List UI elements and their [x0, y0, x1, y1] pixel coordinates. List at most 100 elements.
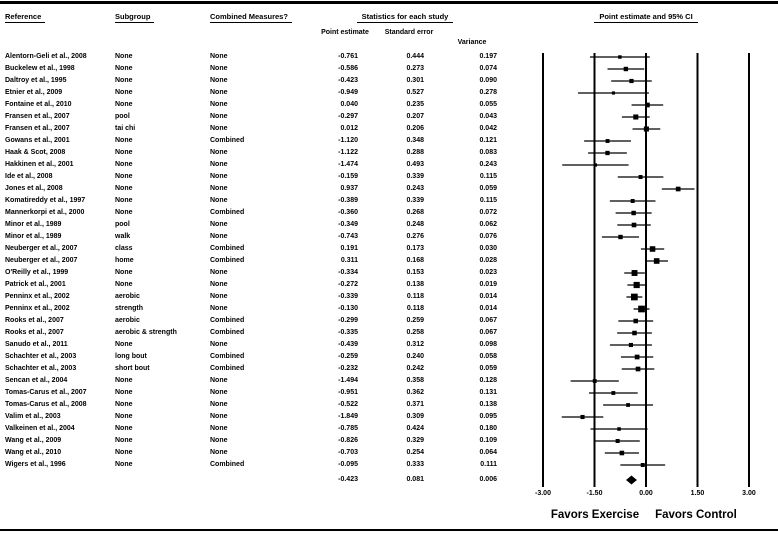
column-group-plot: Point estimate and 95% CI	[566, 12, 726, 23]
column-header-reference-label: Reference	[5, 12, 46, 23]
axis-tick-label: -1.50	[586, 490, 603, 497]
point-estimate-cell: -0.949	[338, 89, 358, 96]
table-row: Schachter et al., 2003 short bout Combined…	[0, 363, 778, 375]
combined-measures-cell: None	[210, 377, 228, 384]
reference-cell: Hakkinen et al., 2001	[5, 161, 74, 168]
variance-cell: 0.278	[479, 89, 497, 96]
standard-error-cell: 0.240	[406, 353, 424, 360]
table-row: Wang et al., 2009 None None -0.826 0.329 0.10…	[0, 435, 778, 447]
point-marker	[638, 305, 645, 313]
reference-cell: Haak & Scot, 2008	[5, 149, 66, 156]
combined-measures-cell: Combined	[210, 353, 245, 360]
table-row: Wigers et al., 1996 None Combined -0.095 0.3…	[0, 459, 778, 471]
combined-measures-cell: Combined	[210, 209, 245, 216]
variance-cell: 0.243	[479, 161, 497, 168]
point-estimate-cell: -0.334	[338, 269, 358, 276]
point-estimate-cell: 0.937	[340, 185, 358, 192]
point-estimate-cell: -0.522	[338, 401, 358, 408]
subgroup-cell: None	[115, 461, 133, 468]
reference-cell: Alentorn-Geli et al., 2008	[5, 53, 87, 60]
point-marker	[619, 450, 625, 456]
subgroup-cell: None	[115, 149, 133, 156]
point-marker	[635, 366, 641, 372]
combined-measures-cell: None	[210, 449, 228, 456]
variance-cell: 0.059	[479, 365, 497, 372]
reference-cell: Penninx et al., 2002	[5, 305, 70, 312]
column-header-reference: Reference	[5, 12, 46, 23]
standard-error-cell: 0.273	[406, 65, 424, 72]
point-marker	[638, 175, 643, 179]
point-marker	[631, 293, 638, 301]
reference-cell: Sanudo et al., 2011	[5, 341, 68, 348]
table-row: Jones et al., 2008 None None 0.937 0.243 0.05…	[0, 183, 778, 195]
variance-cell: 0.042	[479, 125, 497, 132]
table-row: Minor et al., 1989 walk None -0.743 0.276 0.0…	[0, 231, 778, 243]
combined-measures-cell: Combined	[210, 365, 245, 372]
table-row: Rooks et al., 2007 aerobic & strength Comb…	[0, 327, 778, 339]
reference-cell: Valim et al., 2003	[5, 413, 61, 420]
variance-cell: 0.128	[479, 377, 497, 384]
table-row: Penninx et al., 2002 strength None -0.130 0.…	[0, 303, 778, 315]
point-estimate-cell: -0.095	[338, 461, 358, 468]
standard-error-cell: 0.339	[406, 197, 424, 204]
point-marker	[592, 379, 597, 383]
standard-error-cell: 0.235	[406, 101, 424, 108]
table-row: Fransen et al., 2007 pool None -0.297 0.207 0…	[0, 111, 778, 123]
variance-cell: 0.098	[479, 341, 497, 348]
bottom-border-rule	[0, 529, 778, 531]
point-marker	[618, 234, 623, 240]
combined-measures-cell: None	[210, 113, 228, 120]
combined-measures-cell: Combined	[210, 257, 245, 264]
subgroup-cell: class	[115, 245, 133, 252]
point-marker	[580, 414, 585, 420]
point-estimate-cell: -0.130	[338, 305, 358, 312]
variance-cell: 0.076	[479, 233, 497, 240]
variance-cell: 0.062	[479, 221, 497, 228]
point-estimate-cell: -0.761	[338, 53, 358, 60]
reference-cell: Etnier et al., 2009	[5, 89, 63, 96]
variance-cell: 0.121	[479, 137, 497, 144]
subgroup-cell: None	[115, 413, 133, 420]
column-group-plot-label: Point estimate and 95% CI	[594, 12, 698, 23]
axis-tick-label: 0.00	[639, 490, 653, 497]
standard-error-cell: 0.527	[406, 89, 424, 96]
point-marker	[605, 139, 610, 143]
point-marker	[631, 222, 637, 228]
summary-variance-cell: 0.006	[479, 476, 497, 483]
reference-cell: Gowans et al., 2001	[5, 137, 70, 144]
variance-cell: 0.067	[479, 317, 497, 324]
subgroup-cell: None	[115, 437, 133, 444]
subgroup-cell: aerobic	[115, 317, 140, 324]
standard-error-cell: 0.339	[406, 173, 424, 180]
table-row: Sanudo et al., 2011 None None -0.439 0.312 0.…	[0, 339, 778, 351]
subgroup-cell: None	[115, 185, 133, 192]
combined-measures-cell: None	[210, 305, 228, 312]
point-estimate-cell: -0.423	[338, 77, 358, 84]
subgroup-cell: tai chi	[115, 125, 136, 132]
subgroup-cell: None	[115, 161, 133, 168]
subgroup-cell: None	[115, 377, 133, 384]
point-estimate-cell: -0.785	[338, 425, 358, 432]
column-header-combined-measures-label: Combined Measures?	[210, 12, 292, 23]
top-border-rule	[0, 1, 778, 4]
reference-cell: O'Reilly et al., 1999	[5, 269, 69, 276]
subgroup-cell: None	[115, 269, 133, 276]
subgroup-cell: aerobic & strength	[115, 329, 177, 336]
subheader-variance: Variance	[457, 39, 487, 46]
reference-cell: Tomas-Carus et al., 2007	[5, 389, 87, 396]
combined-measures-cell: None	[210, 233, 228, 240]
table-row: Schachter et al., 2003 long bout Combined -…	[0, 351, 778, 363]
variance-cell: 0.197	[479, 53, 497, 60]
point-marker	[593, 163, 598, 167]
point-marker	[649, 246, 656, 252]
point-marker	[617, 427, 621, 431]
combined-measures-cell: None	[210, 281, 228, 288]
point-estimate-cell: -1.120	[338, 137, 358, 144]
subgroup-cell: home	[115, 257, 134, 264]
standard-error-cell: 0.153	[406, 269, 424, 276]
forest-plot-canvas	[542, 53, 750, 487]
point-estimate-cell: -1.494	[338, 377, 358, 384]
variance-cell: 0.074	[479, 65, 497, 72]
point-marker	[629, 78, 634, 84]
table-row: Mannerkorpi et al., 2000 None Combined -0.3…	[0, 207, 778, 219]
